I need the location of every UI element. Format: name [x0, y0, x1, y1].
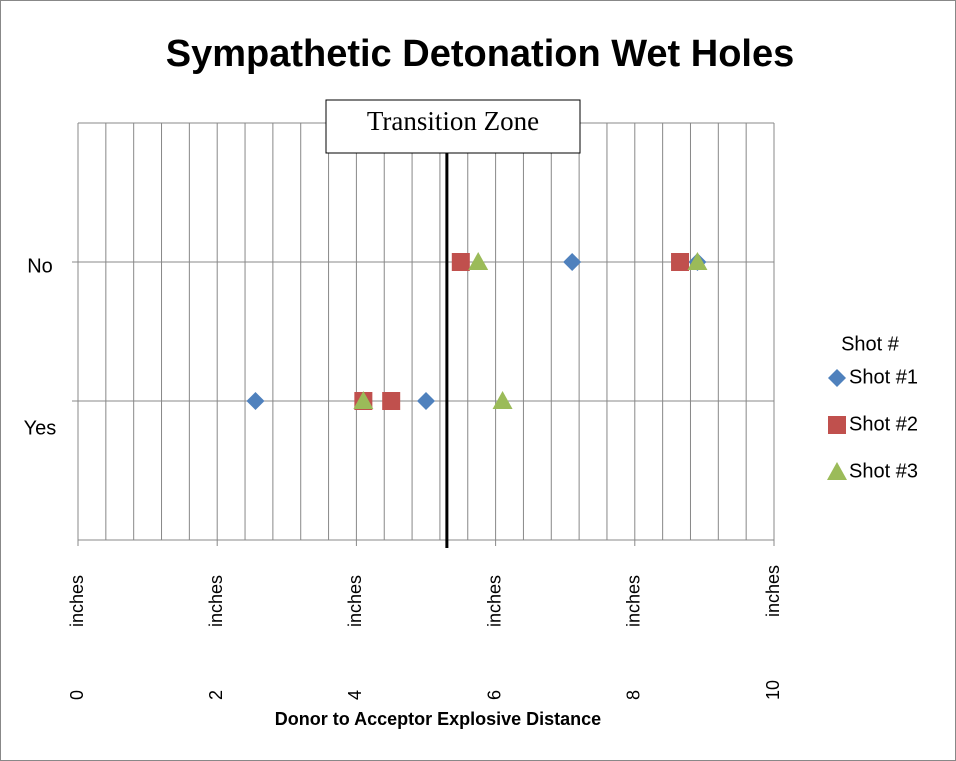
x-tick-label: 6 inches — [484, 575, 504, 700]
annotation: Transition Zone — [367, 106, 539, 136]
x-axis-label: Donor to Acceptor Explosive Distance — [275, 709, 601, 729]
point — [671, 253, 690, 271]
legend-title: Shot # — [841, 333, 900, 355]
legend-marker — [828, 369, 846, 387]
legend-marker — [828, 416, 846, 434]
x-tick-label: 2 inches — [206, 575, 226, 700]
legend-marker — [827, 462, 847, 480]
legend-label: Shot #2 — [849, 413, 918, 435]
x-tick-label: 8 inches — [624, 575, 644, 700]
x-tick-label: 0 inches — [67, 575, 87, 700]
point — [563, 253, 582, 271]
point — [687, 252, 708, 270]
point — [417, 392, 435, 410]
point — [353, 391, 374, 409]
point — [492, 391, 513, 409]
point — [451, 253, 470, 271]
chart-title: Sympathetic Detonation Wet Holes — [166, 33, 795, 75]
legend-label: Shot #1 — [849, 366, 918, 388]
point — [246, 392, 265, 410]
annotation-box — [325, 99, 581, 154]
x-tick-label: 10 inches — [763, 565, 783, 700]
y-tick-label: No — [27, 255, 53, 277]
y-tick-label: Yes — [24, 417, 57, 439]
point — [468, 252, 489, 270]
x-tick-label: 4 inches — [345, 575, 365, 700]
point — [382, 392, 401, 410]
legend-label: Shot #3 — [849, 460, 918, 482]
